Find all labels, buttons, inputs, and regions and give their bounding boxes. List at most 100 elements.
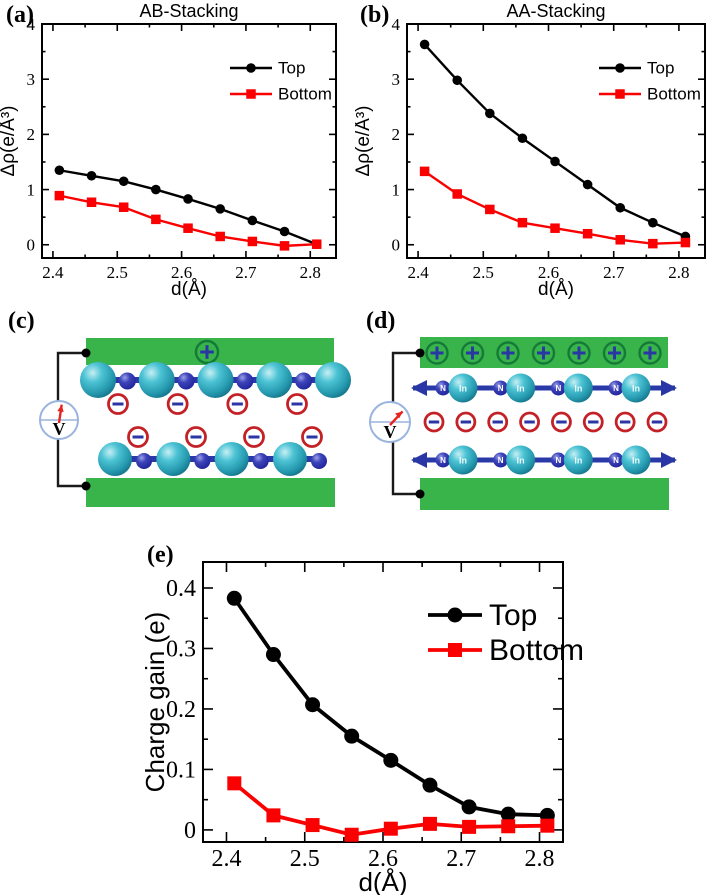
data-point (86, 197, 97, 208)
series-bottom (419, 166, 691, 249)
in-atom-label: In (459, 456, 467, 466)
plus-charge-icon (194, 339, 220, 365)
y-tick-label: 3 (392, 70, 401, 89)
legend-label: Top (647, 59, 674, 78)
x-tick-label: 2.7 (603, 263, 625, 282)
series-top (419, 39, 691, 242)
y-tick-label: 0.2 (166, 697, 196, 723)
in-atom (138, 362, 175, 398)
data-point (648, 217, 658, 228)
legend-marker (615, 89, 625, 99)
circuit-wire (56, 348, 91, 491)
minus-charge-icon (166, 393, 189, 415)
data-point (247, 215, 258, 226)
y-tick-label: 0.1 (166, 758, 196, 784)
wire-terminal-dot (81, 348, 91, 358)
in-atom (197, 362, 234, 398)
needle-arrowhead (57, 404, 64, 413)
data-point (226, 590, 242, 606)
data-point (54, 190, 65, 201)
data-point (247, 236, 258, 247)
data-point (485, 108, 495, 119)
plus-charge-icon (425, 341, 449, 365)
x-tick-label: 2.6 (171, 263, 192, 282)
in-atom-label: In (574, 384, 582, 394)
data-point (540, 818, 555, 833)
plot-frame (406, 23, 706, 259)
in-atom (256, 362, 293, 398)
minus-charge-icon (107, 393, 129, 415)
data-point (151, 214, 161, 225)
series-line (59, 169, 318, 246)
in-atom (621, 373, 651, 403)
capacitor-plate (420, 478, 669, 510)
in-atom (315, 362, 351, 398)
data-point (118, 202, 129, 212)
chart-aa-stacking: 2.4 2.5 2.6 2.7 2.8 0 1 2 3 4 AA-Stacking d(Å) Δρ(e/… (355, 1, 706, 300)
plus-charge-icon (531, 341, 556, 365)
minus-charge-icon (243, 426, 265, 448)
data-point (311, 239, 322, 249)
voltmeter-letter: V (384, 422, 397, 442)
data-point (452, 75, 463, 86)
minus-charge-icon (286, 393, 308, 415)
data-point (118, 176, 129, 187)
in-atom (156, 442, 191, 476)
y-tick-label: 3 (27, 70, 36, 89)
n-atom-label: N (440, 456, 446, 465)
chart-charge-gain: 2.4 2.5 2.6 2.7 2.8 0 0.1 0.2 0.3 0.4 d(Å) Charge g… (140, 561, 584, 895)
minus-charge-icon (487, 411, 509, 433)
in-atom (506, 373, 536, 403)
minus-charge-icon (551, 411, 572, 433)
n-atom-label: N (498, 456, 504, 465)
data-point (462, 819, 477, 834)
axes: 2.4 2.5 2.6 2.7 2.8 0 0.1 0.2 0.3 0.4 d(Å) Charge g… (140, 561, 564, 895)
data-point (305, 697, 321, 713)
voltmeter-letter: V (53, 419, 66, 439)
data-point (151, 184, 161, 195)
y-tick-label: 4 (392, 15, 401, 34)
x-axis-label: d(Å) (358, 867, 407, 895)
series-top (226, 590, 555, 823)
legend-marker (246, 63, 256, 73)
data-point (422, 816, 437, 831)
y-tick-label: 1 (392, 180, 401, 199)
minus-charge-icon (185, 426, 207, 448)
n-atom (236, 372, 254, 390)
plus-charge-icon (638, 341, 662, 365)
data-point (419, 39, 430, 50)
y-axis-label: Δρ(e/Å³) (0, 106, 19, 177)
x-tick-label: 2.8 (668, 263, 689, 282)
atomic-chain: N In N In N In N In (411, 373, 677, 403)
n-atom (435, 380, 451, 396)
n-atom-label: N (555, 384, 561, 393)
data-point (582, 179, 593, 190)
voltmeter: V (39, 400, 79, 440)
voltmeter: V (369, 401, 411, 443)
x-tick-label: 2.4 (42, 263, 64, 282)
data-point (344, 827, 359, 842)
data-point (215, 204, 226, 214)
x-tick-label: 2.6 (538, 263, 559, 282)
in-atom (273, 442, 307, 476)
data-point (680, 237, 691, 248)
n-atom (550, 380, 566, 396)
n-atom (118, 372, 136, 390)
data-point (265, 647, 281, 663)
data-point (517, 133, 528, 144)
bond-stub (661, 452, 677, 468)
n-atom (608, 452, 624, 468)
minus-charge-icon (127, 426, 149, 448)
in-atom (563, 373, 593, 403)
data-point (215, 231, 225, 242)
legend: Top Bottom (230, 59, 332, 104)
n-atom (194, 453, 211, 469)
data-point (54, 165, 65, 176)
n-atom-label: N (440, 384, 446, 393)
data-point (452, 189, 462, 199)
axes: 2.4 2.5 2.6 2.7 2.8 0 1 2 3 4 AB-Stacking d(Å) Δρ(e/… (0, 1, 337, 300)
data-point (383, 821, 398, 836)
legend-label: Bottom (647, 85, 701, 104)
panel-label-e: (e) (147, 542, 174, 568)
